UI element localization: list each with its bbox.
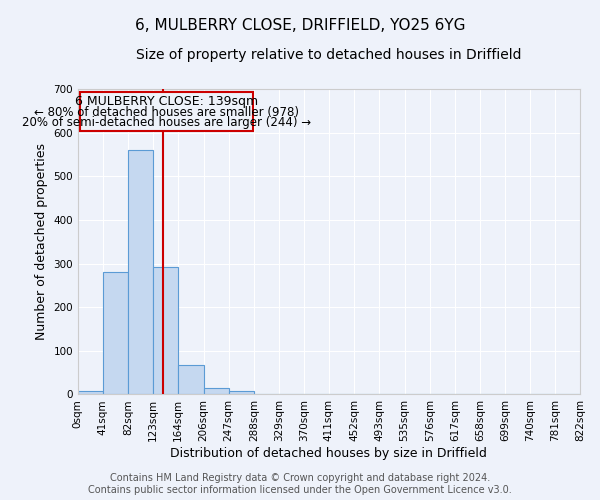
X-axis label: Distribution of detached houses by size in Driffield: Distribution of detached houses by size … (170, 447, 487, 460)
Title: Size of property relative to detached houses in Driffield: Size of property relative to detached ho… (136, 48, 521, 62)
Text: ← 80% of detached houses are smaller (978): ← 80% of detached houses are smaller (97… (34, 106, 299, 118)
Text: 6, MULBERRY CLOSE, DRIFFIELD, YO25 6YG: 6, MULBERRY CLOSE, DRIFFIELD, YO25 6YG (135, 18, 465, 32)
Bar (203, 388, 229, 394)
Bar (128, 150, 153, 394)
Bar (153, 266, 178, 394)
Text: 20% of semi-detached houses are larger (244) →: 20% of semi-detached houses are larger (… (22, 116, 311, 130)
Bar (229, 390, 254, 394)
Bar (78, 392, 103, 394)
Text: 6 MULBERRY CLOSE: 139sqm: 6 MULBERRY CLOSE: 139sqm (74, 95, 257, 108)
Bar (103, 272, 128, 394)
FancyBboxPatch shape (80, 92, 253, 130)
Bar (178, 365, 203, 394)
Text: Contains HM Land Registry data © Crown copyright and database right 2024.
Contai: Contains HM Land Registry data © Crown c… (88, 474, 512, 495)
Y-axis label: Number of detached properties: Number of detached properties (35, 144, 48, 340)
